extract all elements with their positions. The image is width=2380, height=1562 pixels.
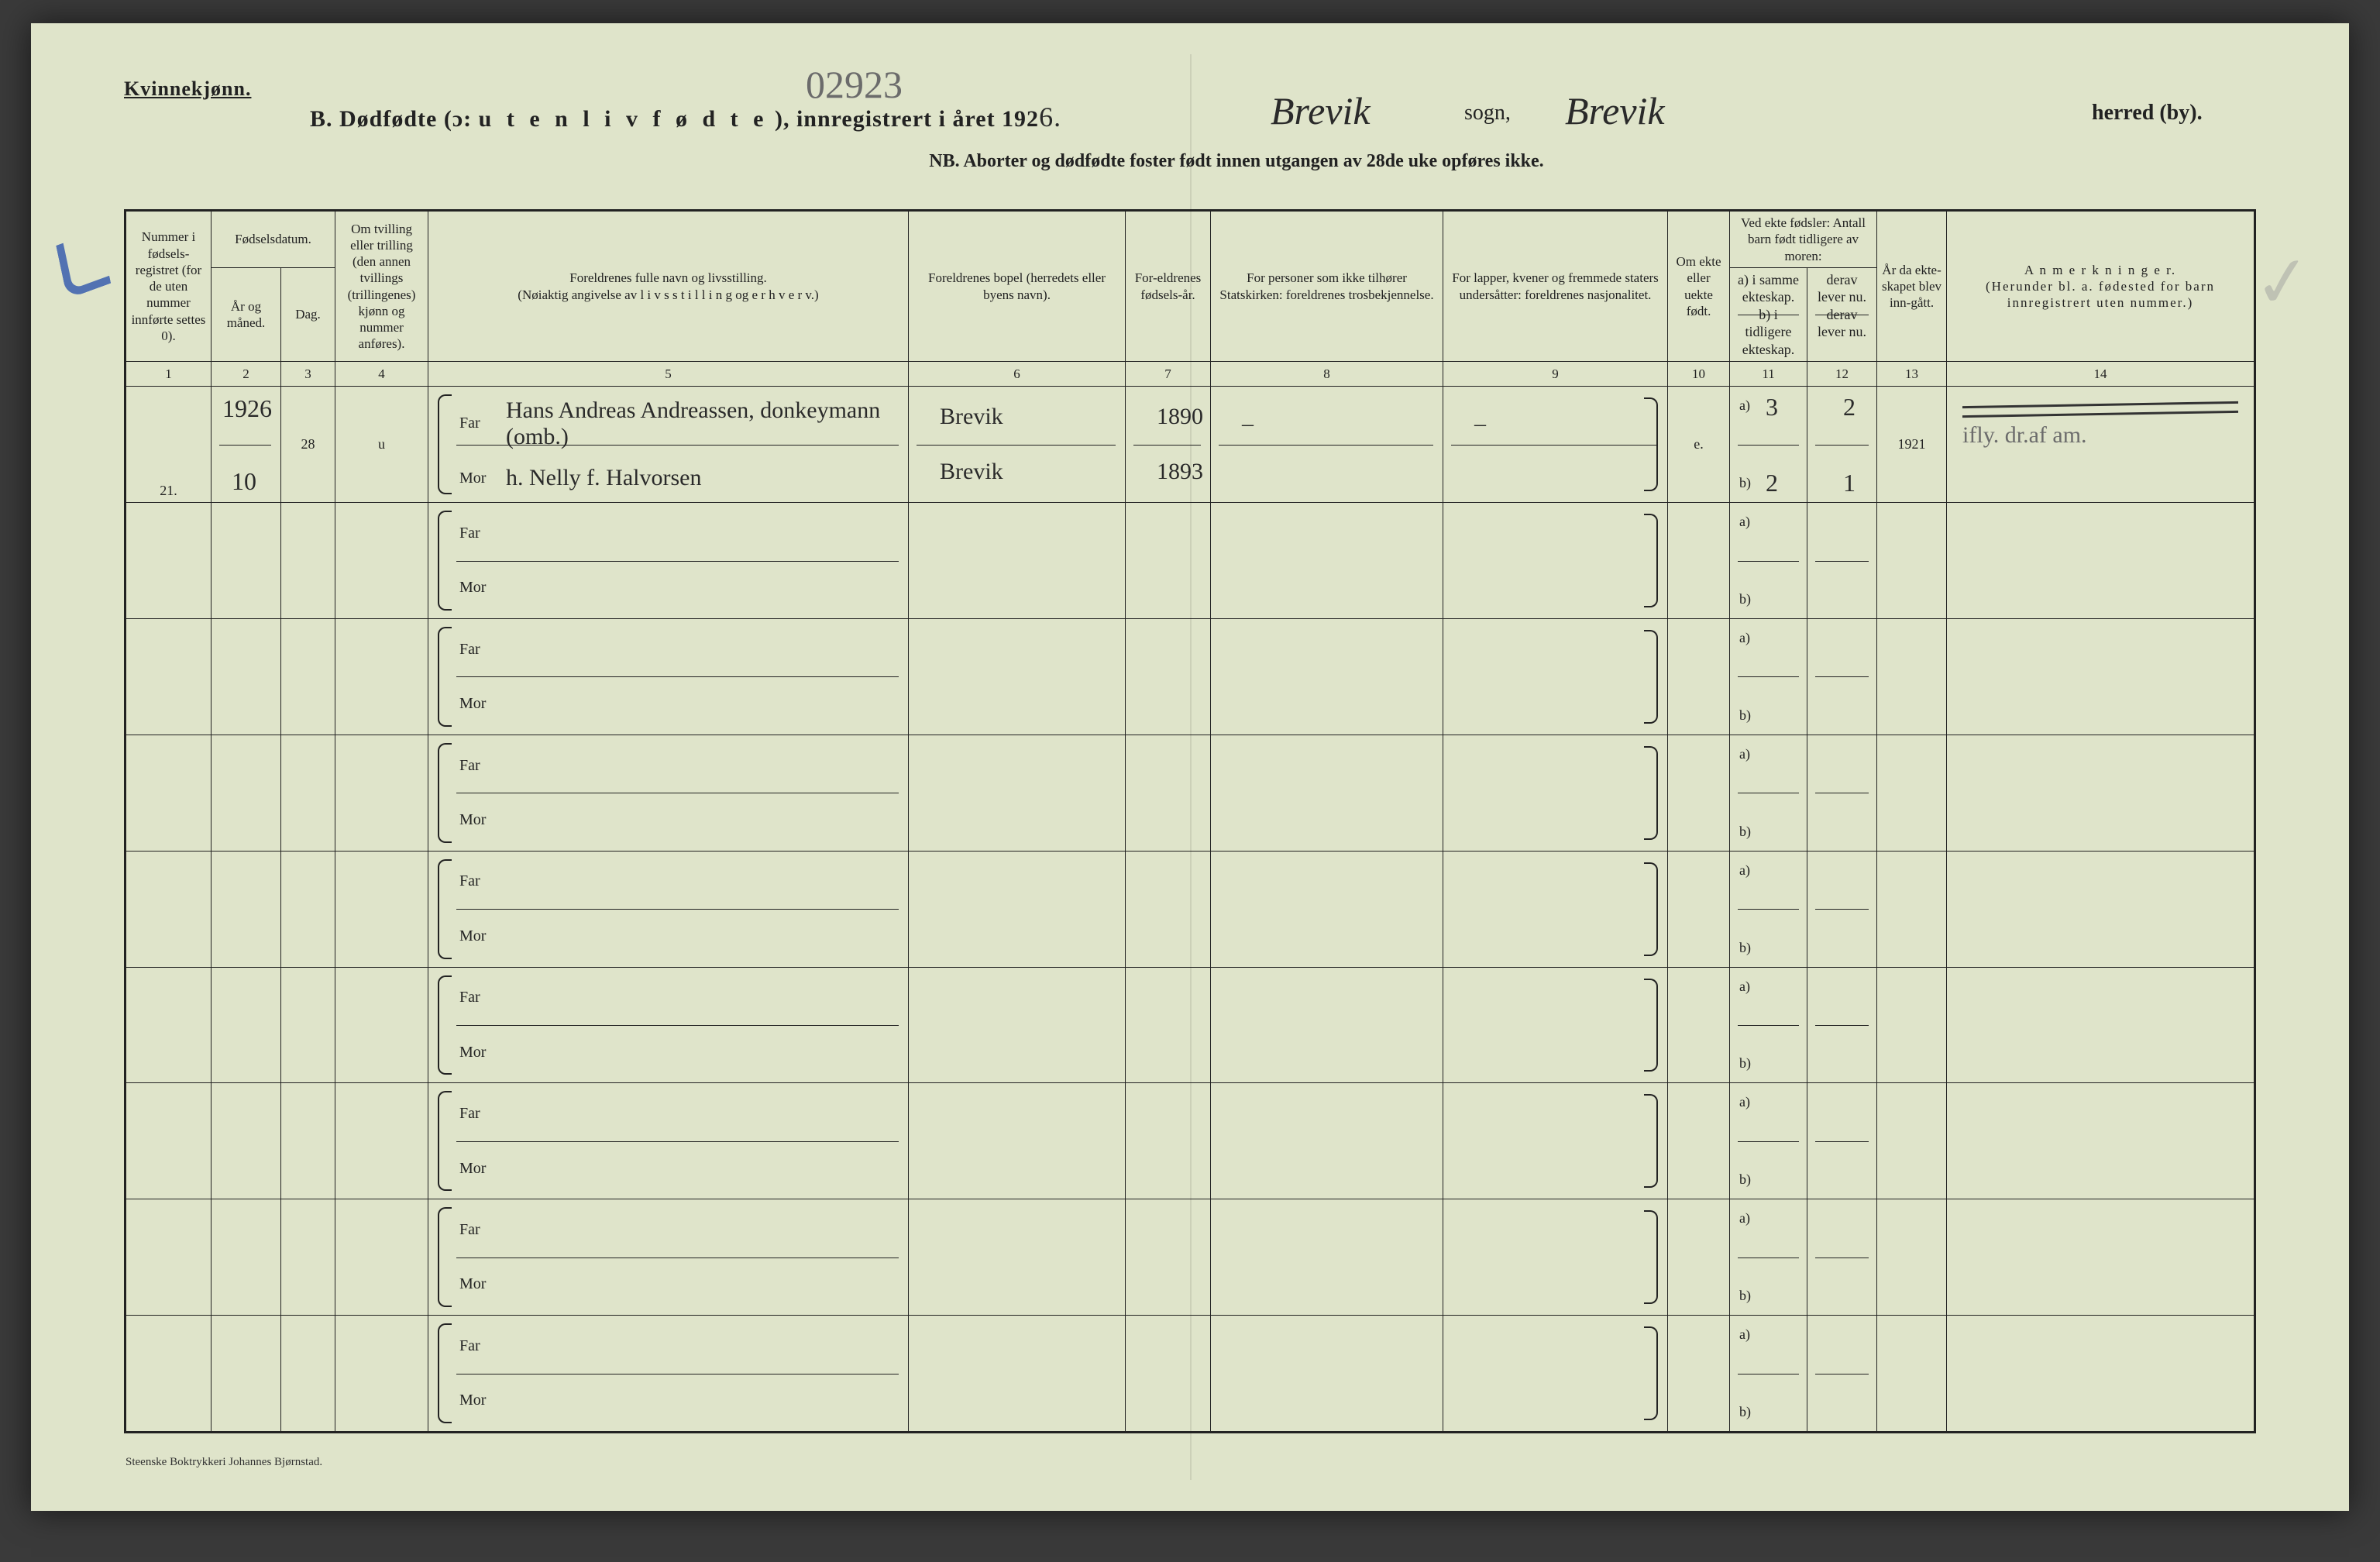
table-row: Far Mor a) b)	[126, 851, 2254, 967]
pencil-checkmark: ✓	[2249, 239, 2316, 325]
table-row: 21. 1926 10 28 u	[126, 387, 2254, 503]
cell-year-month: 1926 10	[212, 387, 281, 503]
table-row: Far Mor a) b)	[126, 1316, 2254, 1432]
parish-label: sogn,	[1464, 101, 1511, 126]
col-11a-header: a) i samme ekteskap. b) i tidligere ekte…	[1730, 267, 1807, 362]
cell-c13: 1921	[1877, 387, 1947, 503]
cell-c12: 2 1	[1807, 387, 1877, 503]
cell-ekte: e.	[1668, 387, 1730, 503]
cell-c11: a) 3 b) 2	[1730, 387, 1807, 503]
col-14-header: A n m e r k n i n g e r. (Herunder bl. a…	[1947, 212, 2254, 362]
printer-footer: Steenske Boktrykkeri Johannes Bjørnstad.	[126, 1456, 322, 1469]
col-6-header: Foreldrenes bopel (herredets eller byens…	[909, 212, 1126, 362]
colnum-3: 3	[281, 362, 335, 387]
col-2b-header: Dag.	[281, 267, 335, 362]
district-handwritten: Brevik	[1565, 88, 1665, 133]
table-row: Far Mor a) b)	[126, 1083, 2254, 1199]
nb-note: NB. Aborter og dødfødte foster født inne…	[124, 151, 2349, 172]
cell-twin: u	[335, 387, 428, 503]
table-row: Far Mor a) b)	[126, 618, 2254, 735]
colnum-4: 4	[335, 362, 428, 387]
col-5-header: Foreldrenes fulle navn og livsstilling. …	[428, 212, 909, 362]
colnum-7: 7	[1126, 362, 1211, 387]
col-2a-header: År og måned.	[212, 267, 281, 362]
cell-fodselsaar: 1890 1893	[1126, 387, 1211, 503]
colnum-14: 14	[1947, 362, 2254, 387]
district-label: herred (by).	[2092, 101, 2203, 126]
col-9-header: For lapper, kvener og fremmede staters u…	[1443, 212, 1668, 362]
col-1-header: Nummer i fødsels-registret (for de uten …	[126, 212, 212, 362]
colnum-13: 13	[1877, 362, 1947, 387]
colnum-6: 6	[909, 362, 1126, 387]
colnum-12: 12	[1807, 362, 1877, 387]
cell-day: 28	[281, 387, 335, 503]
col-7-header: For-eldrenes fødsels-år.	[1126, 212, 1211, 362]
cell-parents-names: Far Hans Andreas Andreassen, donkeymann …	[428, 387, 909, 503]
form-header: Kvinnekjønn. 02923 B. Dødfødte (ɔ: u t e…	[77, 54, 2303, 186]
year-handwritten: 6.	[1039, 101, 1061, 132]
col-8-header: For personer som ikke tilhører Statskirk…	[1211, 212, 1443, 362]
colnum-11: 11	[1730, 362, 1807, 387]
colnum-10: 10	[1668, 362, 1730, 387]
colnum-2: 2	[212, 362, 281, 387]
colnum-8: 8	[1211, 362, 1443, 387]
cell-c14: ifly. dr.af am.	[1947, 387, 2254, 503]
cell-tros: –	[1211, 387, 1443, 503]
table-row: Far Mor a) b)	[126, 735, 2254, 851]
col-11-header-top: Ved ekte fødsler: Antall barn født tidli…	[1730, 212, 1877, 268]
cell-bopel: Brevik Brevik	[909, 387, 1126, 503]
col-2-header-top: Fødselsdatum.	[212, 212, 335, 268]
col-13-header: År da ekte-skapet blev inn-gått.	[1877, 212, 1947, 362]
col-4-header: Om tvilling eller trilling (den annen tv…	[335, 212, 428, 362]
table-row: Far Mor a) b)	[126, 1199, 2254, 1316]
gender-heading: Kvinnekjønn.	[124, 77, 251, 100]
colnum-9: 9	[1443, 362, 1668, 387]
strikethrough-mark	[1962, 397, 2238, 421]
blue-pencil-mark	[38, 229, 122, 304]
cell-number: 21.	[126, 387, 212, 503]
colnum-1: 1	[126, 362, 212, 387]
form-title: B. Dødfødte (ɔ: u t e n l i v f ø d t e …	[310, 101, 1061, 133]
col-10-header: Om ekte eller uekte født.	[1668, 212, 1730, 362]
colnum-5: 5	[428, 362, 909, 387]
table-row: Far Mor a) b)	[126, 503, 2254, 619]
parish-handwritten: Brevik	[1271, 88, 1371, 133]
table-row: Far Mor a) b)	[126, 967, 2254, 1083]
cell-nasj: –	[1443, 387, 1668, 503]
register-table: Nummer i fødsels-registret (for de uten …	[124, 209, 2256, 1433]
col-12-header: derav lever nu. derav lever nu.	[1807, 267, 1877, 362]
